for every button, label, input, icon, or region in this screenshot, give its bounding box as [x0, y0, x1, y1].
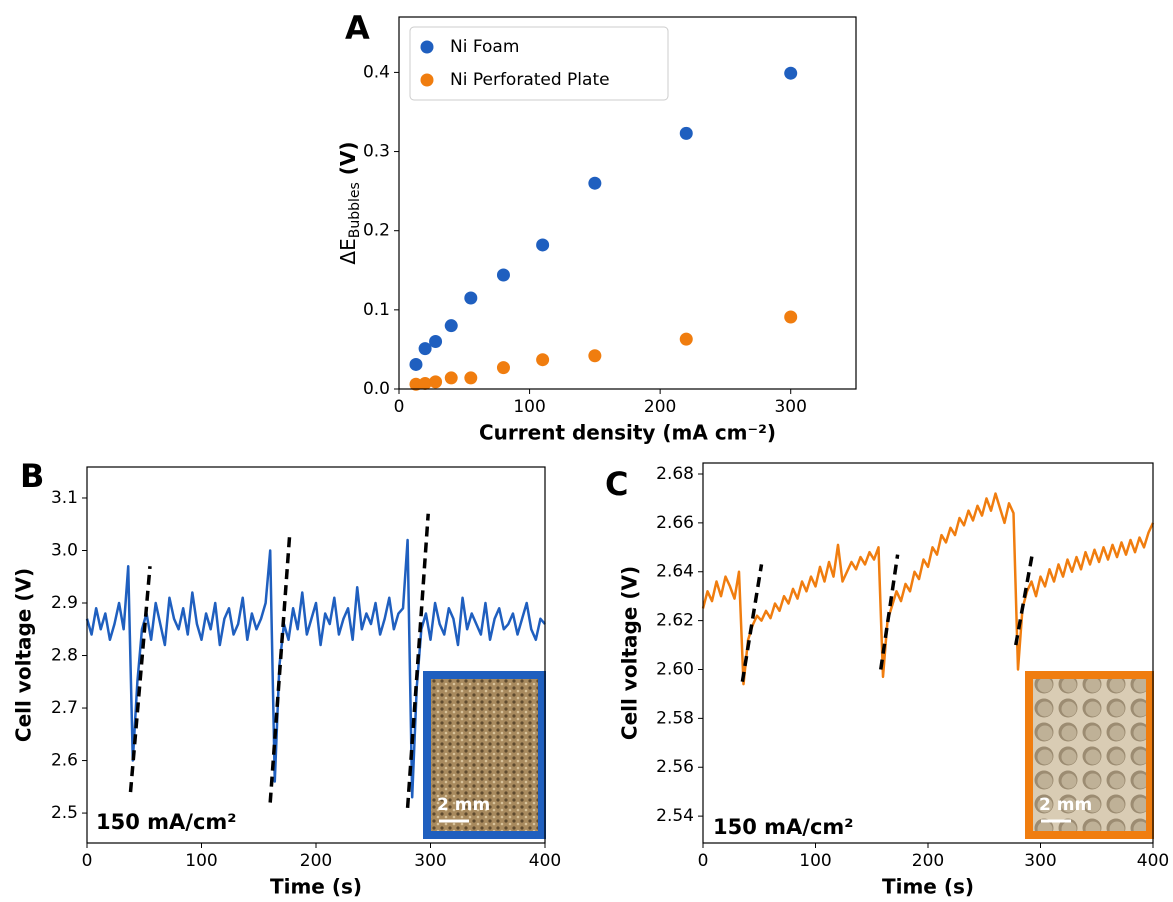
panel-label: C	[605, 465, 628, 503]
x-tick-label: 200	[644, 397, 676, 417]
data-point	[588, 176, 602, 190]
y-tick-label: 0.4	[363, 62, 390, 82]
y-axis-label: Cell voltage (V)	[618, 566, 642, 740]
data-line	[85, 538, 546, 799]
x-tick-label: 400	[529, 851, 561, 871]
data-point	[429, 335, 443, 349]
legend-label: Ni Perforated Plate	[450, 70, 610, 90]
y-tick-label: 2.64	[656, 562, 694, 582]
data-point	[418, 376, 432, 390]
plot-frame	[398, 16, 857, 390]
data-point	[444, 319, 458, 333]
y-tick-label: 2.66	[656, 513, 694, 533]
y-tick-label: 0.2	[363, 221, 390, 241]
inset-label: 2 mm	[437, 795, 490, 815]
y-axis-label: ΔEBubbles (V)	[336, 141, 364, 264]
y-tick-label: 2.8	[51, 646, 78, 666]
inset-label: 2 mm	[1039, 795, 1092, 815]
data-point	[444, 371, 458, 385]
x-tick-label: 300	[414, 851, 446, 871]
data-point	[464, 291, 478, 305]
y-tick-label: 2.56	[656, 757, 694, 777]
x-tick-label: 100	[185, 851, 217, 871]
y-tick-label: 0.1	[363, 300, 390, 320]
legend-label: Ni Foam	[450, 37, 519, 57]
data-point	[536, 238, 550, 252]
legend-box	[409, 26, 669, 101]
data-point	[464, 371, 478, 385]
panel-label: B	[20, 457, 44, 495]
x-tick-label: 400	[1137, 851, 1169, 871]
x-tick-label: 0	[82, 851, 93, 871]
data-point	[496, 268, 510, 282]
guide-line	[268, 534, 292, 803]
x-tick-label: 200	[300, 851, 332, 871]
guide-line	[879, 554, 900, 670]
y-axis-label-part: Bubbles	[347, 182, 363, 238]
y-tick-label: 2.9	[51, 593, 78, 613]
data-point	[679, 126, 693, 140]
y-tick-label: 2.58	[656, 708, 694, 728]
x-tick-label: 0	[394, 397, 405, 417]
data-line	[701, 492, 1155, 686]
inset-image	[1025, 671, 1154, 839]
x-axis-label: Time (s)	[270, 875, 362, 899]
guide-line	[128, 566, 152, 793]
data-point	[784, 66, 798, 80]
y-tick-label: 3.0	[51, 540, 78, 560]
y-tick-label: 2.7	[51, 698, 78, 718]
y-tick-label: 0.0	[363, 379, 390, 399]
data-point	[409, 357, 423, 371]
x-tick-label: 0	[698, 851, 709, 871]
data-point	[536, 353, 550, 367]
data-point	[496, 361, 510, 375]
x-tick-label: 100	[513, 397, 545, 417]
inset-image	[423, 671, 546, 839]
legend-marker	[420, 73, 434, 87]
y-tick-label: 0.3	[363, 142, 390, 162]
data-point	[588, 349, 602, 363]
data-point	[418, 342, 432, 356]
data-point	[784, 310, 798, 324]
x-axis-label: Current density (mA cm⁻²)	[479, 421, 776, 445]
y-tick-label: 2.60	[656, 659, 694, 679]
y-axis-label-part: (V)	[336, 141, 360, 182]
guide-line	[405, 513, 430, 808]
y-axis-label: Cell voltage (V)	[12, 568, 36, 742]
x-tick-label: 100	[799, 851, 831, 871]
panel-label: A	[345, 9, 370, 47]
x-axis-label: Time (s)	[882, 875, 974, 899]
y-tick-label: 2.6	[51, 751, 78, 771]
x-tick-label: 200	[912, 851, 944, 871]
x-tick-label: 300	[1024, 851, 1056, 871]
plot-frame	[86, 466, 546, 844]
y-tick-label: 3.1	[51, 488, 78, 508]
y-axis-label-part: ΔE	[336, 238, 360, 264]
annotation: 150 mA/cm²	[713, 815, 853, 839]
data-point	[679, 332, 693, 346]
legend-marker	[420, 40, 434, 54]
y-tick-label: 2.62	[656, 611, 694, 631]
x-tick-label: 300	[774, 397, 806, 417]
guide-line	[740, 564, 764, 682]
data-point	[429, 375, 443, 389]
plot-frame	[702, 462, 1154, 844]
y-tick-label: 2.5	[51, 803, 78, 823]
annotation: 150 mA/cm²	[96, 810, 236, 834]
y-tick-label: 2.54	[656, 806, 694, 826]
y-tick-label: 2.68	[656, 464, 694, 484]
